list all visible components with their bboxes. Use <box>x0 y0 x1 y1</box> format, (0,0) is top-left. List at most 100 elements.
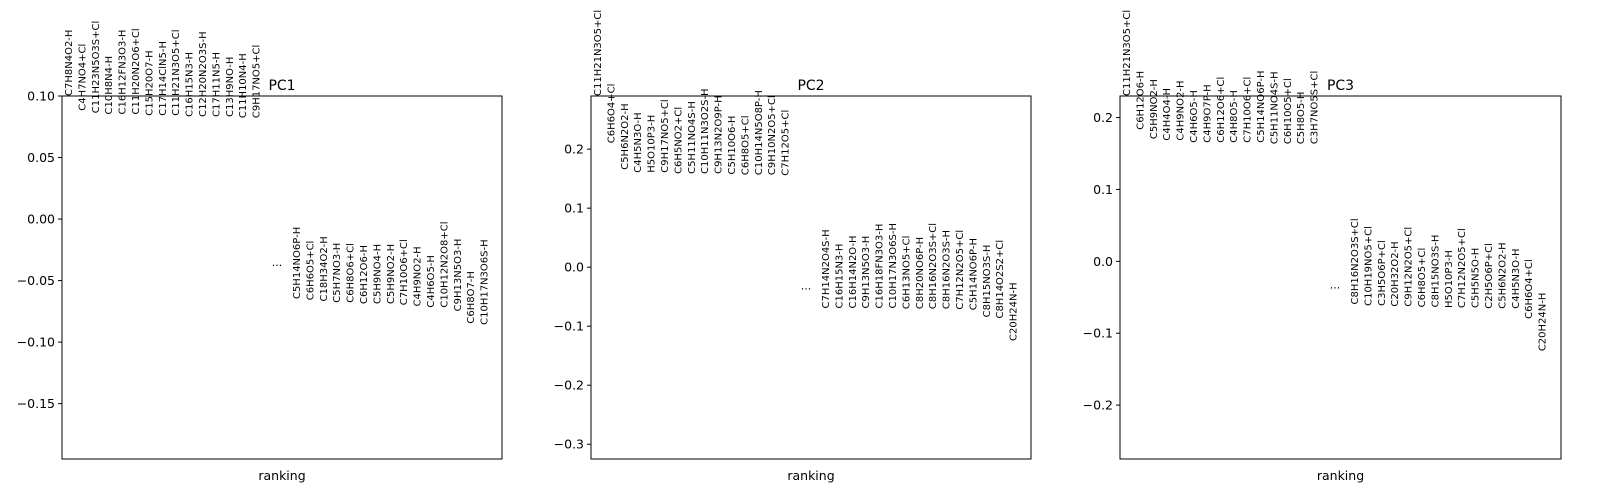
bottom-loading-label: C10H19NO5+Cl <box>1363 226 1374 306</box>
bottom-loading-label: C6H8O6+Cl <box>346 243 357 303</box>
bottom-loading-label: C5H14NO6P-H <box>968 238 979 310</box>
bottom-loading-label: C16H18FN3O3-H <box>875 224 886 309</box>
bottom-loading-label: C6H13NO5+Cl <box>901 236 912 309</box>
top-loading-label: C15H20O7-H <box>144 50 155 115</box>
y-tick-label: −0.3 <box>554 437 584 452</box>
top-loading-label: C4H6O5-H <box>1189 90 1200 143</box>
top-loading-label: C5H8O5-H <box>1296 92 1307 145</box>
bottom-loading-label: C18H34O2-H <box>319 236 330 301</box>
panel-pc2: 0.2 0.1 0.0 −0.1 −0.2 −0.3 PC2 ranking C11H21N3O… <box>554 10 1032 483</box>
bottom-loading-label: C5H9NO2-H <box>386 244 397 304</box>
top-loading-label: C11H10N4-H <box>238 53 249 118</box>
y-tick-label: −0.15 <box>17 396 55 411</box>
bottom-loading-label: C4H9NO2-H <box>413 246 424 306</box>
y-tick-label: 0.00 <box>27 212 55 227</box>
panel-title: PC2 <box>797 78 824 94</box>
y-tick-label: −0.10 <box>17 335 55 350</box>
bottom-loading-label: C20H24N-H <box>1538 293 1549 352</box>
top-loading-label: C4H9O7P-H <box>1202 84 1213 142</box>
bottom-loading-label: C5H14NO6P-H <box>292 227 303 299</box>
top-loading-label: C5H6N2O2-H <box>620 103 631 169</box>
ellipsis-marker: ... <box>801 280 812 293</box>
top-loading-label: C7H8N4O2-H <box>64 30 75 96</box>
top-loading-label: C10H8N4-H <box>104 56 115 115</box>
top-loading-label: C11H21N3O5+Cl <box>593 10 604 96</box>
top-loading-label: C12H20N2O3S-H <box>198 31 209 117</box>
panel-pc3: 0.2 0.1 0.0 −0.1 −0.2 PC3 ranking C11H21N3O5+Cl… <box>1083 10 1562 483</box>
bottom-loading-label: C7H12N2O5+Cl <box>1457 228 1468 308</box>
bottom-loading-label: C8H15NO3S-H <box>1430 235 1441 308</box>
top-loading-label: C5H11NO4S-H <box>687 101 698 174</box>
top-loading-label: C3H7NO5S+Cl <box>1310 71 1321 144</box>
bottom-loading-label: C6H6O4+Cl <box>1524 259 1535 319</box>
top-loading-label: C17H11N5-H <box>211 52 222 117</box>
y-tick-label: 0.0 <box>564 260 584 275</box>
y-tick-label: −0.2 <box>1083 398 1113 413</box>
top-loading-label: C4H9NO2-H <box>1176 80 1187 140</box>
y-tick-label: 0.2 <box>564 142 584 157</box>
top-loading-label: C6H6O4+Cl <box>606 84 617 144</box>
top-loading-label: C4H5N3O-H <box>633 112 644 172</box>
bottom-loading-label: C6H8O5+Cl <box>1417 248 1428 308</box>
top-loading-label: C11H21N3O5+Cl <box>1122 10 1133 96</box>
bottom-loading-label: C9H13N5O3-H <box>861 236 872 309</box>
x-axis-label: ranking <box>787 468 834 483</box>
plot-frame <box>590 95 1032 460</box>
bottom-loading-label: C4H5N3O-H <box>1511 248 1522 308</box>
bottom-loading-label: C8H14O2S2+Cl <box>995 240 1006 319</box>
top-loading-label: C6H10O5+Cl <box>1283 78 1294 144</box>
y-tick-label: 0.2 <box>1093 110 1113 125</box>
bottom-loading-label: C6H8O7-H <box>466 271 477 324</box>
ellipsis-marker: ... <box>1330 279 1341 292</box>
top-loading-label: C17H14ClN5-H <box>158 41 169 116</box>
top-loading-label: C6H5NO2+Cl <box>673 107 684 174</box>
panel-title: PC1 <box>268 78 295 94</box>
bottom-loading-label: C8H16N2O3S+Cl <box>1350 218 1361 304</box>
y-tick-label: 0.0 <box>1093 254 1113 269</box>
bottom-loading-label: C20H32O2-H <box>1390 241 1401 306</box>
y-tick-label: 0.1 <box>1093 182 1113 197</box>
plot-frame <box>1119 95 1562 460</box>
top-loading-label: C10H14N5O8P-H <box>754 90 765 175</box>
bottom-loading-label: C9H13N5O3-H <box>453 239 464 312</box>
top-loading-label: C9H17NO5+Cl <box>660 99 671 172</box>
y-tick-label: −0.1 <box>554 319 584 334</box>
bottom-loading-label: C7H14N2O4S-H <box>821 229 832 308</box>
top-loading-label: C10H11N3O2S-H <box>700 88 711 174</box>
bottom-loading-label: C5H6N2O2-H <box>1497 242 1508 308</box>
top-loading-label: C5H11NO4S-H <box>1269 71 1280 144</box>
ellipsis-marker: ... <box>272 256 283 269</box>
top-loading-label: C11H23N5O3S+Cl <box>91 21 102 114</box>
bottom-loading-label: C8H15NO3S-H <box>982 245 993 318</box>
bottom-loading-label: C9H12N2O5+Cl <box>1404 227 1415 307</box>
bottom-loading-label: C8H16N2O3S+Cl <box>928 223 939 309</box>
y-tick-label: 0.1 <box>564 201 584 216</box>
top-loading-label: C4H8O5-H <box>1229 90 1240 143</box>
top-loading-label: C13H9NO-H <box>225 57 236 117</box>
bottom-loading-label: C16H15N3-H <box>834 244 845 309</box>
bottom-loading-label: C10H17N3O6S-H <box>888 223 899 309</box>
bottom-loading-label: C8H16N2O3S-H <box>942 230 953 309</box>
bottom-loading-label: C7H12N2O5+Cl <box>955 230 966 310</box>
bottom-loading-label: C16H14N2O-H <box>848 235 859 308</box>
bottom-loading-label: C3H5O6P+Cl <box>1377 240 1388 306</box>
top-loading-label: C6H8O5+Cl <box>740 115 751 175</box>
bottom-loading-label: C4H6O5-H <box>426 255 437 308</box>
top-loading-label: C9H13N2O9P-H <box>714 95 725 174</box>
panel-pc1: 0.10 0.05 0.00 −0.05 −0.10 −0.15 PC1 ranking C7H… <box>17 21 503 483</box>
top-loading-label: C9H10N2O5+Cl <box>767 95 778 175</box>
bottom-loading-label: C10H17N3O6S-H <box>480 239 491 325</box>
y-tick-label: 0.10 <box>27 89 55 104</box>
bottom-loading-label: C2H5O6P+Cl <box>1484 243 1495 309</box>
bottom-loading-label: C5H5N5O-H <box>1471 248 1482 308</box>
top-loading-label: C11H20N2O6+Cl <box>131 28 142 114</box>
top-loading-label: C6H12O6-H <box>1135 71 1146 130</box>
panel-title: PC3 <box>1327 78 1354 94</box>
bottom-loading-label: C5H7NO3-H <box>332 243 343 303</box>
bottom-loading-label: C5H9NO4-H <box>372 244 383 304</box>
top-loading-label: C11H21N3O5+Cl <box>171 30 182 116</box>
x-axis-label: ranking <box>258 468 305 483</box>
bottom-loading-label: C6H6O5+Cl <box>305 241 316 301</box>
bottom-loading-label: C10H12N2O8+Cl <box>439 221 450 307</box>
